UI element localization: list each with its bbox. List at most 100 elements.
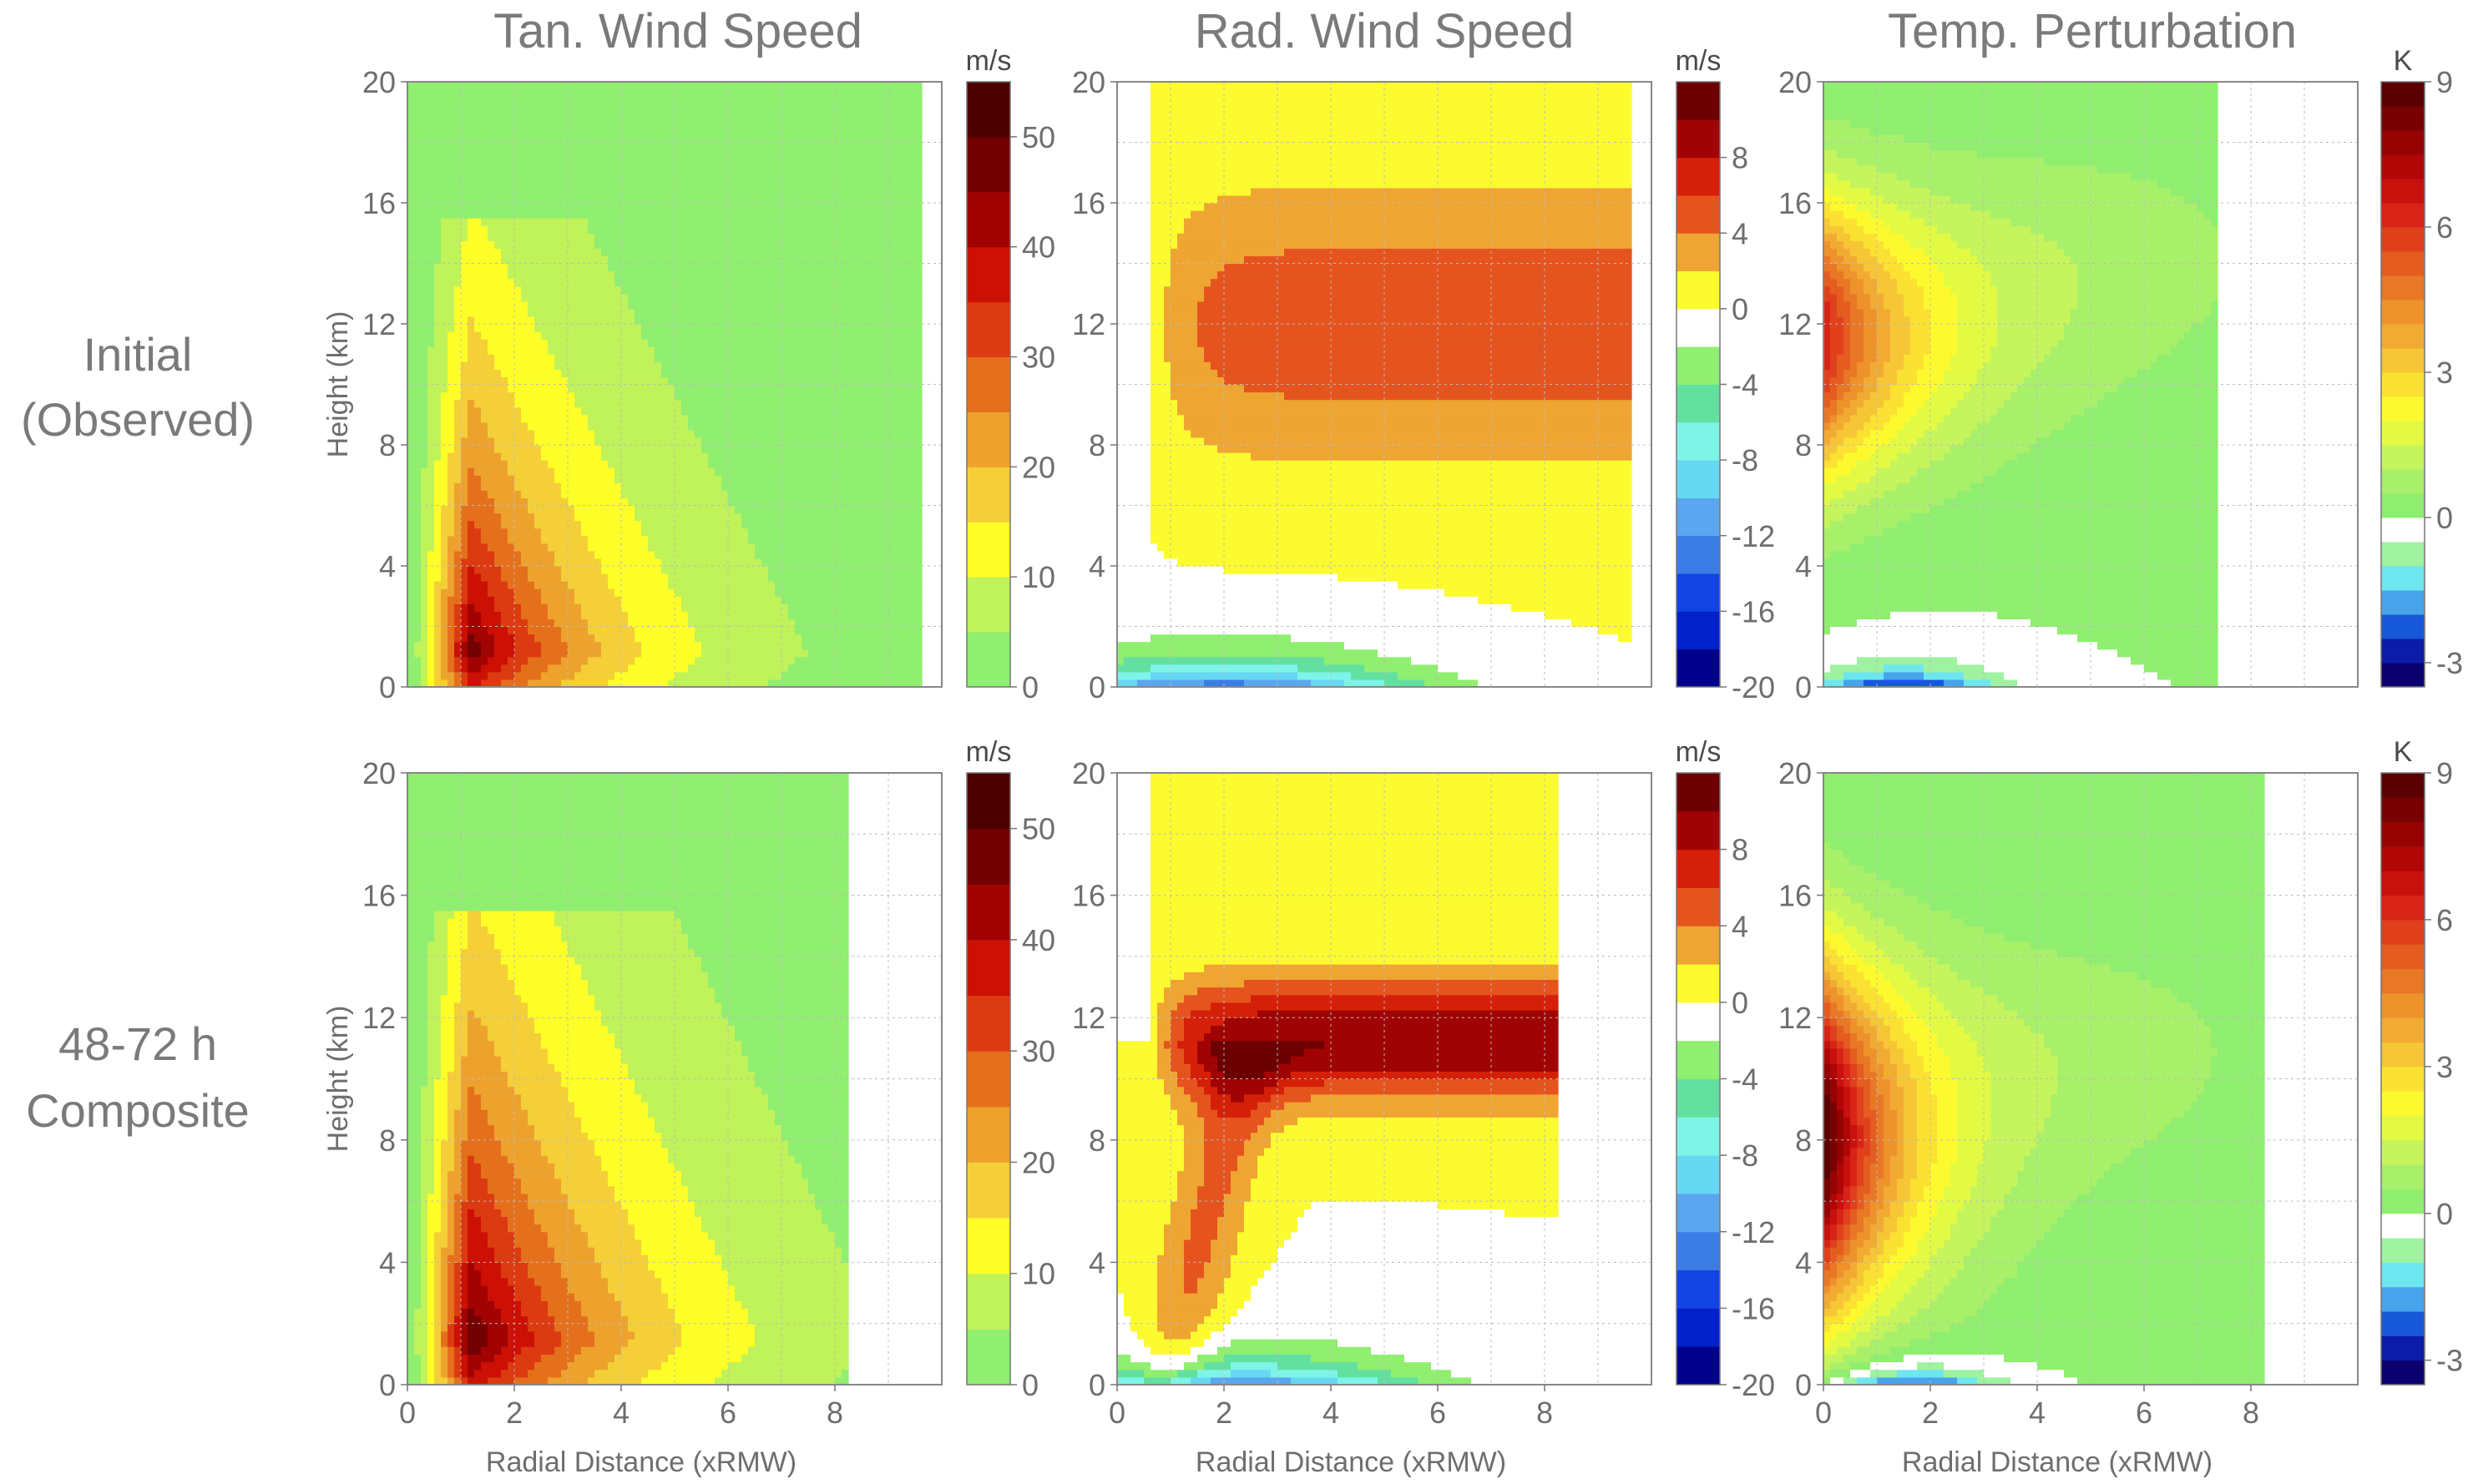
contour-cell xyxy=(414,324,422,332)
contour-cell xyxy=(448,82,455,90)
contour-cell xyxy=(441,588,448,597)
contour-cell xyxy=(454,376,462,385)
contour-cell xyxy=(434,354,442,362)
contour-cell xyxy=(474,611,482,619)
contour-cell xyxy=(454,634,462,643)
contour-cell xyxy=(427,596,435,604)
contour-cell xyxy=(427,255,435,264)
contour-cell xyxy=(421,346,428,355)
contour-cell xyxy=(474,407,482,416)
contour-cell xyxy=(427,588,435,597)
contour-cell xyxy=(474,248,482,256)
contour-cell xyxy=(434,97,442,105)
contour-cell xyxy=(434,346,442,355)
contour-cell xyxy=(427,203,435,211)
contour-cell xyxy=(448,369,455,377)
contour-cell xyxy=(407,119,415,128)
contour-cell xyxy=(421,521,428,529)
contour-cell xyxy=(474,422,482,431)
contour-cell xyxy=(441,165,448,174)
contour-cell xyxy=(448,173,455,181)
contour-cell xyxy=(441,225,448,234)
contour-cell xyxy=(474,89,482,98)
contour-cell xyxy=(407,437,415,446)
contour-cell xyxy=(454,134,462,143)
contour-cell xyxy=(468,490,475,498)
contour-cell xyxy=(427,271,435,280)
contour-cell xyxy=(468,573,475,582)
contour-cell xyxy=(474,460,482,468)
contour-cell xyxy=(427,248,435,256)
contour-cell xyxy=(474,97,482,105)
contour-cell xyxy=(454,127,462,135)
contour-cell xyxy=(468,210,475,219)
contour-cell xyxy=(407,89,415,98)
contour-cell xyxy=(407,497,415,506)
contour-cell xyxy=(454,611,462,619)
contour-cell xyxy=(481,354,488,362)
contour-cell xyxy=(468,566,475,574)
contour-cell xyxy=(427,581,435,589)
contour-cell xyxy=(407,339,415,347)
contour-cell xyxy=(481,664,488,673)
contour-cell xyxy=(454,271,462,280)
contour-cell xyxy=(468,331,475,340)
contour-cell xyxy=(461,218,468,226)
contour-cell xyxy=(461,618,468,627)
contour-cell xyxy=(454,82,462,90)
contour-cell xyxy=(461,309,468,317)
contour-cell xyxy=(448,603,455,612)
contour-cell xyxy=(474,392,482,401)
contour-cell xyxy=(448,225,455,234)
contour-cell xyxy=(421,119,428,128)
contour-cell xyxy=(488,618,495,627)
contour-cell xyxy=(474,475,482,483)
contour-cell xyxy=(427,264,435,272)
contour-cell xyxy=(414,233,422,241)
contour-cell xyxy=(427,188,435,196)
contour-cell xyxy=(448,279,455,287)
contour-cell xyxy=(481,385,488,393)
contour-cell xyxy=(454,143,462,151)
contour-cell xyxy=(448,165,455,174)
contour-cell xyxy=(461,558,468,567)
contour-cell xyxy=(474,361,482,370)
contour-cell xyxy=(434,513,442,522)
contour-cell xyxy=(481,346,488,355)
contour-cell xyxy=(468,672,475,680)
contour-cell xyxy=(474,286,482,295)
contour-cell xyxy=(454,657,462,665)
contour-cell xyxy=(441,354,448,362)
contour-cell xyxy=(421,143,428,151)
contour-cell xyxy=(461,415,468,423)
contour-cell xyxy=(488,672,495,680)
contour-cell xyxy=(468,134,475,143)
contour-cell xyxy=(481,672,488,680)
contour-cell xyxy=(427,150,435,159)
contour-cell xyxy=(461,271,468,280)
contour-cell xyxy=(454,255,462,264)
contour-cell xyxy=(434,543,442,552)
contour-cell xyxy=(468,173,475,181)
contour-cell xyxy=(454,301,462,310)
contour-cell xyxy=(468,437,475,446)
contour-cell xyxy=(481,248,488,256)
contour-cell xyxy=(407,490,415,498)
contour-cell xyxy=(414,316,422,325)
contour-cell xyxy=(427,543,435,552)
contour-cell xyxy=(427,611,435,619)
contour-cell xyxy=(454,240,462,249)
contour-cell xyxy=(414,581,422,589)
contour-cell xyxy=(461,543,468,552)
contour-cell xyxy=(468,104,475,113)
contour-cell xyxy=(481,218,488,226)
contour-cell xyxy=(474,588,482,597)
contour-cell xyxy=(468,271,475,280)
contour-cell xyxy=(441,452,448,461)
contour-cell xyxy=(461,672,468,680)
contour-cell xyxy=(421,482,428,491)
contour-cell xyxy=(474,649,482,658)
contour-cell xyxy=(461,119,468,128)
contour-cell xyxy=(468,119,475,128)
contour-cell xyxy=(421,376,428,385)
